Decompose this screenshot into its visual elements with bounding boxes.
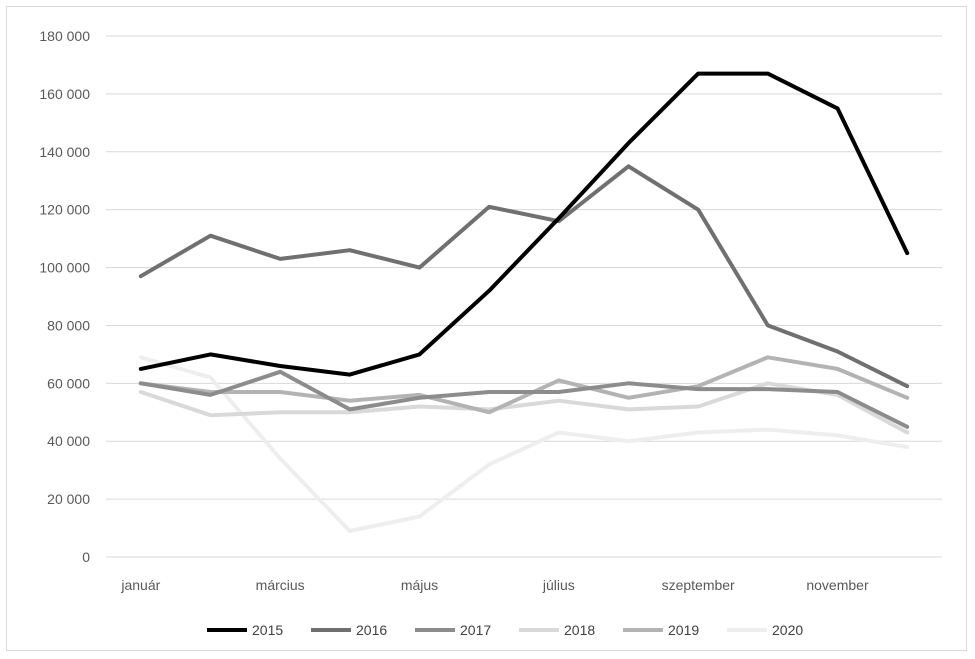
x-tick-label: január bbox=[120, 577, 160, 593]
y-tick-label: 40 000 bbox=[47, 433, 90, 449]
y-tick-label: 80 000 bbox=[47, 317, 90, 333]
y-axis-ticks: 0 20 000 40 000 60 000 80 000 100 000 120 000 1… bbox=[39, 28, 90, 565]
legend-label-2019: 2019 bbox=[668, 622, 699, 638]
y-tick-label: 0 bbox=[82, 549, 90, 565]
series-lines bbox=[138, 71, 910, 533]
y-tick-label: 160 000 bbox=[39, 86, 90, 102]
series-line-2020 bbox=[138, 355, 910, 533]
x-tick-label: szeptember bbox=[662, 577, 735, 593]
y-tick-label: 120 000 bbox=[39, 202, 90, 218]
y-tick-label: 100 000 bbox=[39, 260, 90, 276]
x-tick-label: május bbox=[401, 577, 438, 593]
legend: 2015 2016 2017 2018 2019 2020 bbox=[207, 622, 803, 638]
x-tick-label: november bbox=[806, 577, 869, 593]
legend-label-2015: 2015 bbox=[252, 622, 283, 638]
series-line-2015 bbox=[138, 71, 910, 377]
x-tick-label: március bbox=[256, 577, 305, 593]
y-tick-label: 180 000 bbox=[39, 28, 90, 44]
x-tick-label: július bbox=[542, 577, 575, 593]
y-tick-label: 20 000 bbox=[47, 491, 90, 507]
series-line-2016 bbox=[138, 164, 910, 389]
y-tick-label: 140 000 bbox=[39, 144, 90, 160]
legend-label-2017: 2017 bbox=[460, 622, 491, 638]
series-line-2019 bbox=[138, 355, 910, 415]
y-tick-label: 60 000 bbox=[47, 375, 90, 391]
series-line-2017 bbox=[138, 369, 910, 429]
legend-label-2020: 2020 bbox=[772, 622, 803, 638]
gridlines bbox=[106, 35, 942, 558]
chart-frame bbox=[6, 6, 967, 651]
series-line-2018 bbox=[138, 381, 910, 435]
x-axis-ticks: január március május július szeptember novemb… bbox=[120, 577, 869, 593]
legend-label-2018: 2018 bbox=[564, 622, 595, 638]
legend-label-2016: 2016 bbox=[356, 622, 387, 638]
